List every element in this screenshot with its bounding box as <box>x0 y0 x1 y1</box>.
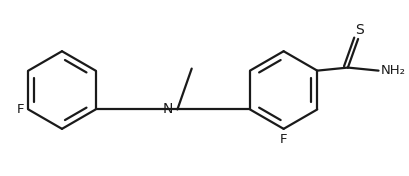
Text: NH₂: NH₂ <box>380 64 405 77</box>
Text: N: N <box>162 102 172 117</box>
Text: S: S <box>354 23 363 37</box>
Text: F: F <box>279 133 287 146</box>
Text: F: F <box>17 103 24 116</box>
